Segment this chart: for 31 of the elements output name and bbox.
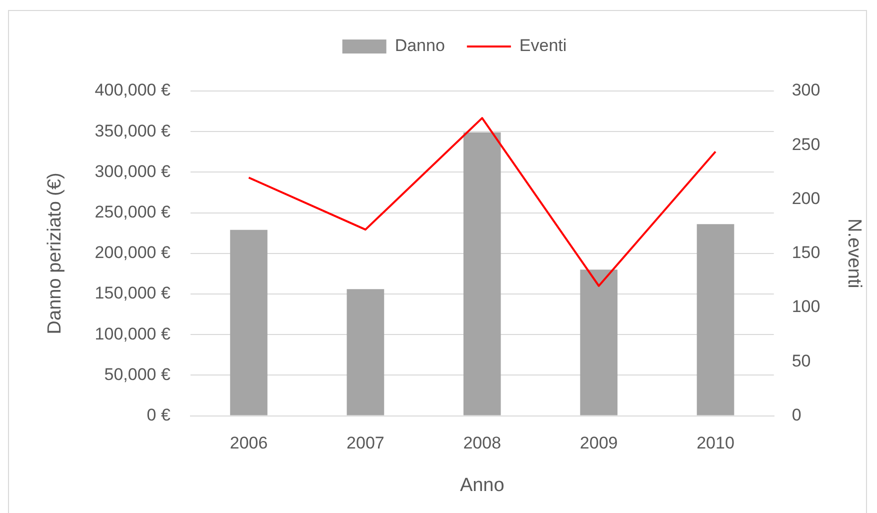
legend-label: Eventi bbox=[519, 36, 567, 56]
y-tick-label: 200,000 € bbox=[94, 243, 171, 262]
y2-tick-label: 0 bbox=[792, 405, 802, 424]
y-tick-label: 150,000 € bbox=[94, 284, 171, 303]
y-tick-label: 300,000 € bbox=[94, 162, 171, 181]
y2-tick-label: 300 bbox=[792, 80, 820, 100]
x-axis-title: Anno bbox=[460, 474, 504, 496]
y-tick-label: 350,000 € bbox=[94, 121, 171, 140]
y2-tick-label: 200 bbox=[792, 188, 820, 208]
x-tick-label: 2009 bbox=[580, 434, 618, 453]
y-axis-title: Danno periziato (€) bbox=[44, 172, 66, 334]
bar bbox=[696, 224, 734, 416]
y2-axis-title: N.eventi bbox=[843, 218, 864, 288]
bar bbox=[230, 230, 268, 416]
x-tick-label: 2008 bbox=[463, 434, 502, 453]
bar bbox=[580, 270, 618, 416]
y-tick-label: 400,000 € bbox=[94, 80, 171, 100]
y-tick-label: 250,000 € bbox=[94, 202, 171, 222]
y2-tick-label: 100 bbox=[792, 297, 820, 316]
y2-tick-label: 150 bbox=[792, 243, 820, 262]
x-tick-label: 2010 bbox=[696, 434, 734, 453]
y-tick-label: 100,000 € bbox=[94, 324, 171, 344]
x-tick-label: 2006 bbox=[230, 434, 268, 453]
bar bbox=[463, 132, 501, 416]
y-tick-label: 50,000 € bbox=[104, 364, 171, 384]
bar bbox=[346, 289, 384, 416]
y2-tick-label: 50 bbox=[792, 351, 811, 370]
y2-tick-label: 250 bbox=[792, 134, 820, 154]
legend-label: Danno bbox=[394, 36, 445, 56]
x-tick-label: 2007 bbox=[346, 434, 384, 453]
y-tick-label: 0 € bbox=[146, 405, 171, 424]
